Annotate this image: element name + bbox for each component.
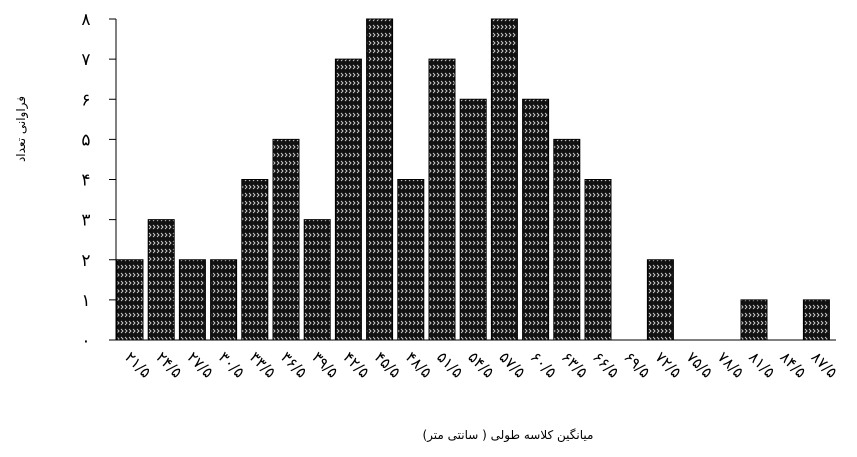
- x-tick-label-14: ۶۰/۵: [527, 348, 560, 381]
- y-tick-label-6: ۶: [81, 90, 90, 110]
- x-tick-label-6: ۳۶/۵: [277, 348, 310, 381]
- bar-10: [397, 179, 425, 341]
- y-tick-label-0: ۰: [81, 331, 90, 351]
- y-tick-label-5: ۵: [81, 130, 90, 150]
- x-tick-label-8: ۴۲/۵: [340, 348, 373, 381]
- x-tick-label-5: ۳۳/۵: [246, 348, 279, 381]
- bar-9: [366, 18, 394, 341]
- x-tick-label-16: ۶۶/۵: [589, 348, 622, 381]
- y-tick-label-4: ۴: [81, 171, 90, 191]
- x-tick-label-4: ۳۰/۵: [215, 348, 248, 381]
- y-tick-label-8: ۸: [81, 10, 90, 30]
- x-tick-label-22: ۸۴/۵: [776, 348, 809, 381]
- x-tick-label-20: ۷۸/۵: [714, 348, 747, 381]
- x-tick-label-15: ۶۳/۵: [558, 348, 591, 381]
- x-tick-label-10: ۴۸/۵: [402, 348, 435, 381]
- bar-3: [178, 259, 206, 341]
- bar-15: [553, 138, 581, 341]
- bar-14: [522, 98, 550, 341]
- bar-21: [740, 299, 768, 341]
- x-tick-label-18: ۷۲/۵: [652, 348, 685, 381]
- x-tick-label-2: ۲۴/۵: [152, 348, 185, 381]
- x-tick-label-21: ۸۱/۵: [745, 348, 778, 381]
- bar-18: [646, 259, 674, 341]
- bar-12: [459, 98, 487, 341]
- x-tick-label-9: ۴۵/۵: [371, 348, 404, 381]
- y-tick-label-2: ۲: [81, 251, 90, 271]
- x-tick-label-23: ۸۷/۵: [808, 348, 841, 381]
- y-tick-label-1: ۱: [81, 291, 90, 311]
- x-tick-label-7: ۳۹/۵: [308, 348, 341, 381]
- bar-2: [147, 219, 175, 341]
- bar-7: [303, 219, 331, 341]
- x-axis-title: میانگین کلاسه طولی ( سانتی متر): [422, 428, 594, 442]
- y-axis-title: فراوانی تعداد: [14, 95, 28, 163]
- bar-8: [334, 58, 362, 341]
- bar-5: [241, 179, 269, 341]
- x-tick-label-19: ۷۵/۵: [683, 348, 716, 381]
- bar-16: [584, 179, 612, 341]
- y-tick-label-7: ۷: [81, 50, 90, 70]
- x-tick-label-3: ۲۷/۵: [184, 348, 217, 381]
- x-tick-label-1: ۲۱/۵: [121, 348, 154, 381]
- x-tick-label-17: ۶۹/۵: [620, 348, 653, 381]
- bar-4: [210, 259, 238, 341]
- x-tick-label-13: ۵۷/۵: [496, 348, 529, 381]
- x-tick-label-12: ۵۴/۵: [464, 348, 497, 381]
- bar-11: [428, 58, 456, 341]
- bar-23: [802, 299, 830, 341]
- bar-13: [490, 18, 518, 341]
- x-tick-label-11: ۵۱/۵: [433, 348, 466, 381]
- y-tick-label-3: ۳: [81, 211, 90, 231]
- bar-6: [272, 138, 300, 341]
- bar-1: [116, 259, 144, 341]
